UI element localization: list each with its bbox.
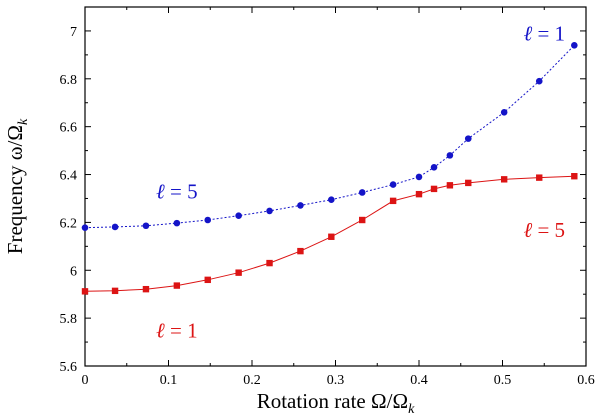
y-tick-label: 6.6 bbox=[60, 121, 78, 136]
data-point-red bbox=[235, 269, 242, 276]
data-point-red bbox=[571, 173, 578, 180]
data-point-blue bbox=[571, 41, 578, 49]
data-point-red bbox=[446, 182, 454, 189]
y-tick-label: 7 bbox=[70, 25, 77, 40]
data-point-blue bbox=[446, 152, 454, 159]
series-layer bbox=[81, 41, 578, 295]
data-point-blue bbox=[173, 219, 181, 227]
series-annotation: ℓ = 5 bbox=[523, 218, 565, 242]
axis-titles: Rotation rate Ω/Ωk Frequency ω/Ωk bbox=[3, 118, 415, 415]
data-point-red bbox=[389, 197, 397, 205]
data-point-red bbox=[111, 287, 119, 295]
data-point-blue bbox=[358, 189, 366, 196]
data-point-red bbox=[297, 247, 304, 255]
data-point-red bbox=[173, 282, 181, 289]
data-point-blue bbox=[389, 181, 397, 188]
y-axis-title: Frequency ω/Ωk bbox=[3, 118, 31, 254]
x-tick-label: 0.6 bbox=[577, 373, 595, 388]
x-axis-title: Rotation rate Ω/Ωk bbox=[257, 389, 415, 415]
data-point-blue bbox=[204, 216, 212, 224]
y-tick-label: 5.8 bbox=[60, 312, 78, 327]
data-point-blue bbox=[500, 109, 508, 116]
y-tick-label: 6.8 bbox=[60, 73, 78, 88]
data-point-blue bbox=[111, 223, 119, 231]
data-point-red bbox=[500, 176, 508, 183]
data-point-red bbox=[359, 216, 366, 224]
data-point-red bbox=[328, 233, 335, 240]
y-tick-label: 6 bbox=[70, 264, 77, 279]
y-tick-label: 6.2 bbox=[60, 216, 78, 231]
data-point-blue bbox=[81, 224, 89, 231]
x-tick-label: 0.3 bbox=[327, 373, 345, 388]
x-tick-label: 0 bbox=[82, 373, 89, 388]
series-annotation: ℓ = 5 bbox=[156, 179, 198, 203]
data-point-red bbox=[536, 174, 543, 181]
data-point-blue bbox=[328, 196, 335, 203]
axes: 0 0.1 0.2 0.3 0.4 0.5 0.6 5.6 5.8 6 6.2 6.4 6.6 6.8 7 bbox=[60, 6, 595, 388]
data-point-blue bbox=[430, 164, 438, 171]
data-point-blue bbox=[266, 207, 273, 215]
data-point-red bbox=[142, 285, 150, 293]
x-tick-label: 0.5 bbox=[494, 373, 512, 388]
series-line-red bbox=[84, 175, 575, 292]
data-point-blue bbox=[297, 202, 304, 209]
data-point-blue bbox=[415, 173, 423, 181]
y-tick-label: 5.6 bbox=[60, 360, 78, 375]
data-point-red bbox=[81, 288, 89, 295]
series-annotation: ℓ = 1 bbox=[156, 318, 198, 342]
x-tick-label: 0.1 bbox=[160, 373, 178, 388]
data-point-blue bbox=[142, 222, 150, 230]
data-point-blue bbox=[235, 212, 242, 219]
x-tick-label: 0.2 bbox=[243, 373, 261, 388]
data-point-red bbox=[415, 190, 423, 198]
series-line-blue bbox=[84, 44, 575, 229]
series-annotation: ℓ = 1 bbox=[523, 22, 565, 46]
data-point-blue bbox=[464, 135, 472, 142]
y-tick-label: 6.4 bbox=[60, 169, 78, 184]
x-tick-label: 0.4 bbox=[410, 373, 428, 388]
data-point-red bbox=[430, 185, 438, 193]
data-point-blue bbox=[535, 77, 543, 85]
annotations: ℓ = 1 ℓ = 5 ℓ = 5 ℓ = 1 bbox=[156, 22, 565, 343]
data-point-red bbox=[266, 259, 273, 267]
data-point-red bbox=[204, 276, 211, 284]
data-point-red bbox=[465, 179, 472, 187]
